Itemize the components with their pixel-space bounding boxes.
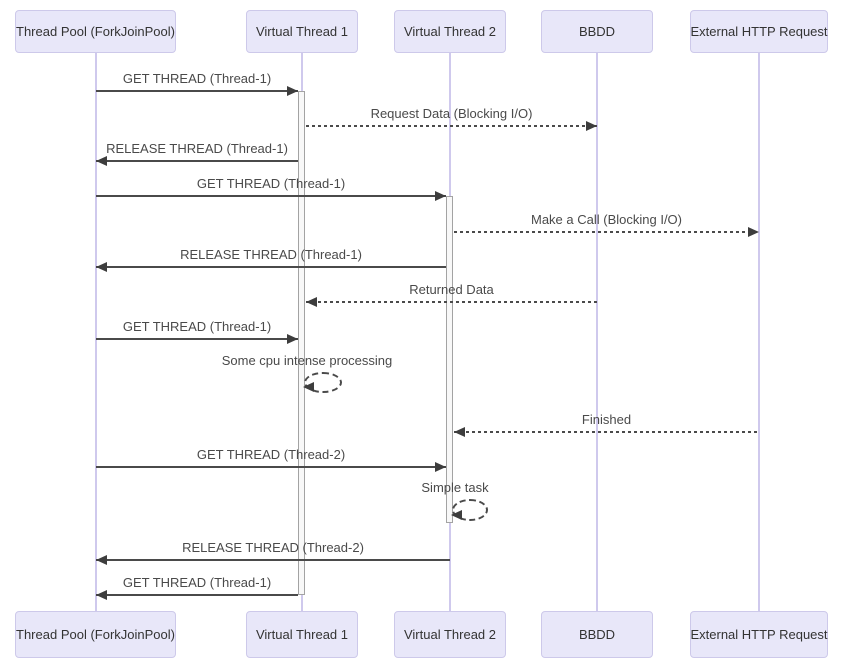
message-label-1: Request Data (Blocking I/O)	[370, 106, 533, 121]
message-label-10: RELEASE THREAD (Thread-2)	[182, 540, 364, 555]
message-line-4	[454, 231, 759, 233]
message-arrowhead-3	[435, 191, 446, 201]
message-label-9: GET THREAD (Thread-2)	[196, 447, 346, 462]
message-label-8: Finished	[581, 412, 632, 427]
message-arrowhead-7	[287, 334, 298, 344]
message-line-2	[96, 160, 298, 162]
message-arrowhead-11	[96, 590, 107, 600]
participant-top-vt1: Virtual Thread 1	[246, 10, 358, 53]
message-arrowhead-8	[454, 427, 465, 437]
message-label-2: RELEASE THREAD (Thread-1)	[106, 141, 288, 156]
message-arrowhead-4	[748, 227, 759, 237]
message-line-5	[96, 266, 446, 268]
participant-top-vt2: Virtual Thread 2	[394, 10, 506, 53]
message-arrowhead-1	[586, 121, 597, 131]
self-loop-arrowhead-1	[451, 510, 462, 520]
lifeline-ext	[758, 53, 760, 611]
self-loop-label-1: Simple task	[421, 480, 489, 495]
message-label-3: GET THREAD (Thread-1)	[196, 176, 346, 191]
self-loop-label-0: Some cpu intense processing	[221, 353, 393, 368]
message-arrowhead-6	[306, 297, 317, 307]
message-label-0: GET THREAD (Thread-1)	[122, 71, 272, 86]
participant-bottom-ext: External HTTP Request	[690, 611, 828, 658]
message-line-0	[96, 90, 298, 92]
participant-bottom-vt2: Virtual Thread 2	[394, 611, 506, 658]
message-line-8	[454, 431, 759, 433]
message-arrowhead-9	[435, 462, 446, 472]
participant-bottom-bbdd: BBDD	[541, 611, 653, 658]
lifeline-tp	[95, 53, 97, 611]
self-loop-arrowhead-0	[303, 382, 314, 392]
lifeline-bbdd	[596, 53, 598, 611]
participant-bottom-vt1: Virtual Thread 1	[246, 611, 358, 658]
participant-top-tp: Thread Pool (ForkJoinPool)	[15, 10, 176, 53]
activation-bar-vt2	[446, 196, 453, 523]
participant-top-ext: External HTTP Request	[690, 10, 828, 53]
message-arrowhead-2	[96, 156, 107, 166]
message-arrowhead-0	[287, 86, 298, 96]
participant-bottom-tp: Thread Pool (ForkJoinPool)	[15, 611, 176, 658]
message-label-6: Returned Data	[409, 282, 494, 297]
message-arrowhead-10	[96, 555, 107, 565]
message-line-3	[96, 195, 446, 197]
message-line-11	[96, 594, 298, 596]
message-line-10	[96, 559, 450, 561]
activation-bar-vt1	[298, 91, 305, 595]
message-label-4: Make a Call (Blocking I/O)	[531, 212, 682, 227]
message-line-9	[96, 466, 446, 468]
message-label-7: GET THREAD (Thread-1)	[122, 319, 272, 334]
message-line-1	[306, 125, 597, 127]
message-label-11: GET THREAD (Thread-1)	[122, 575, 272, 590]
message-arrowhead-5	[96, 262, 107, 272]
message-label-5: RELEASE THREAD (Thread-1)	[180, 247, 362, 262]
message-line-7	[96, 338, 298, 340]
participant-top-bbdd: BBDD	[541, 10, 653, 53]
message-line-6	[306, 301, 597, 303]
